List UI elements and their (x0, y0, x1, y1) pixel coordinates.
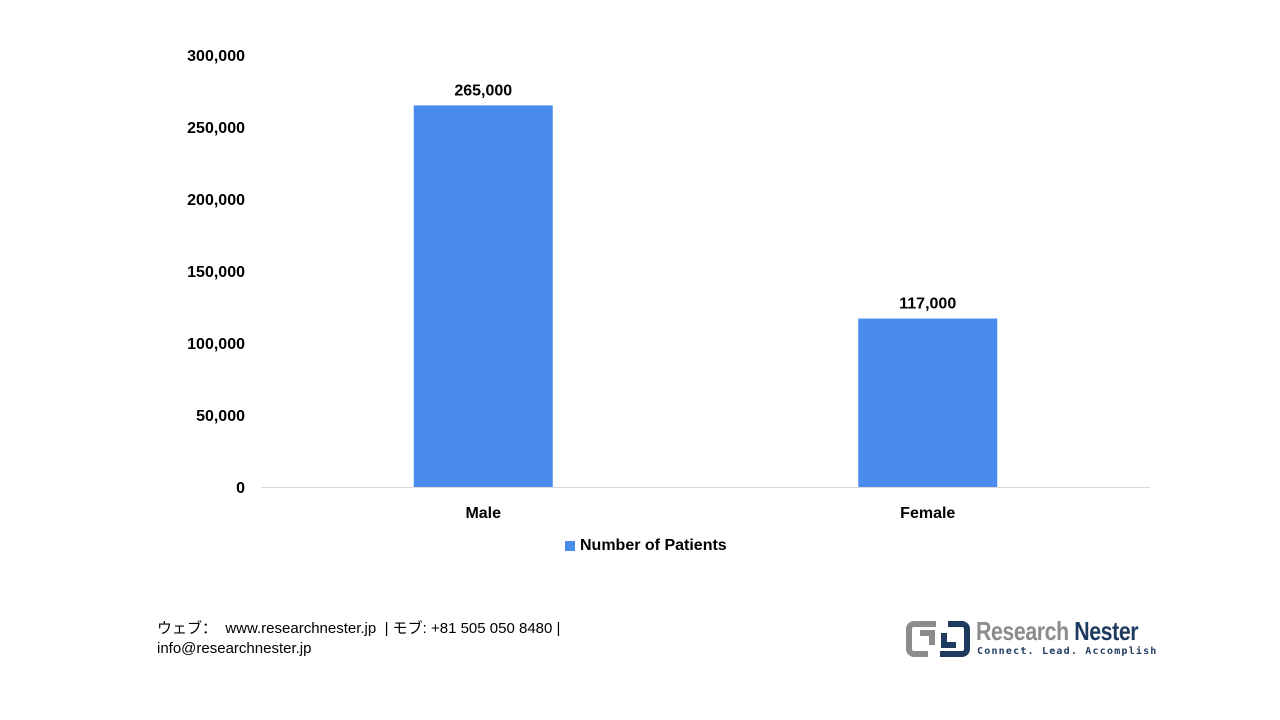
y-axis-ticks: 0 50,000 100,000 150,000 200,000 250,000 300,0… (187, 48, 245, 497)
logo-mark-icon (906, 621, 970, 657)
bars (413, 105, 998, 488)
data-label-female: 117,000 (899, 296, 956, 313)
research-nester-logo: Research Nester Connect. Lead. Accomplis… (906, 616, 1158, 662)
contact-line-web-phone: ウェブ： www.researchnester.jp | モブ: +81 505… (157, 620, 561, 637)
data-labels: 265,000 117,000 (454, 82, 956, 312)
x-axis-ticks: Male Female (465, 505, 955, 522)
bar-chart: 0 50,000 100,000 150,000 200,000 250,000 300,0… (187, 48, 1150, 522)
x-tick-label-female: Female (900, 505, 955, 522)
logo-word-nester: Nester (1074, 616, 1139, 646)
data-label-male: 265,000 (454, 82, 512, 99)
y-tick-label: 200,000 (187, 192, 245, 209)
legend: Number of Patients (565, 537, 727, 555)
logo-wordmark: Research Nester (976, 616, 1139, 647)
x-tick-label-male: Male (465, 505, 501, 522)
y-tick-label: 0 (236, 480, 245, 497)
y-tick-label: 50,000 (196, 408, 245, 425)
y-tick-label: 100,000 (187, 336, 245, 353)
y-tick-label: 150,000 (187, 264, 245, 281)
logo-word-research: Research (976, 616, 1069, 646)
logo-tagline: Connect. Lead. Accomplish (977, 646, 1158, 657)
bar-female (858, 318, 998, 487)
y-tick-label: 250,000 (187, 120, 245, 137)
legend-label: Number of Patients (580, 537, 727, 554)
bar-male (413, 105, 553, 488)
contact-line-email: info@researchnester.jp (157, 640, 312, 657)
legend-swatch (565, 541, 575, 551)
y-tick-label: 300,000 (187, 48, 245, 65)
footer-contact: ウェブ： www.researchnester.jp | モブ: +81 505… (157, 619, 560, 659)
